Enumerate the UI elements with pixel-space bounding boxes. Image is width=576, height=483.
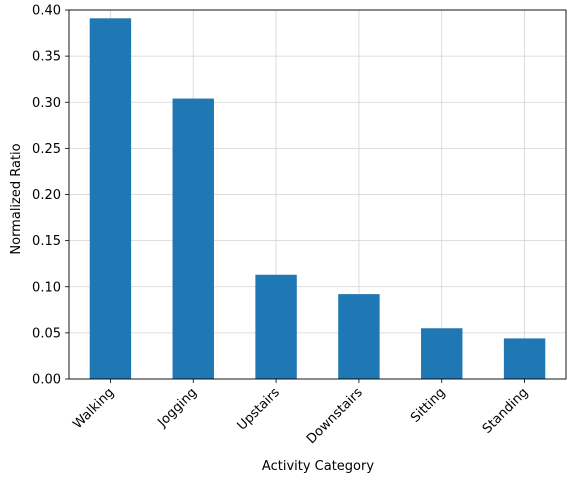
bar-standing	[503, 338, 546, 379]
bar-sitting	[421, 328, 463, 379]
bar-walking	[89, 18, 132, 380]
grid	[69, 9, 566, 380]
y-tick-label: 0.15	[32, 234, 61, 249]
x-tick-label: Downstairs	[304, 385, 366, 447]
y-ticks: 0.00 0.05 0.10 0.15 0.20 0.25 0.30 0.35 0.40	[32, 4, 69, 388]
bar-jogging	[172, 98, 214, 379]
y-tick-label: 0.25	[32, 142, 61, 157]
bar-upstairs	[255, 274, 297, 379]
x-tick-label: Walking	[70, 385, 117, 432]
bars	[89, 18, 546, 380]
y-tick-label: 0.20	[32, 188, 61, 203]
y-tick-label: 0.05	[32, 326, 61, 341]
y-tick-label: 0.35	[32, 50, 61, 65]
x-tick-label: Sitting	[408, 385, 448, 425]
y-tick-label: 0.00	[32, 373, 61, 388]
x-tick-label: Jogging	[155, 385, 201, 431]
x-tick-label: Standing	[480, 385, 532, 437]
x-ticks: Walking Jogging Upstairs Downstairs Sitting S…	[70, 379, 531, 447]
y-tick-label: 0.30	[32, 96, 61, 111]
y-tick-label: 0.10	[32, 280, 61, 295]
bar-downstairs	[338, 294, 380, 379]
y-axis-label: Normalized Ratio	[9, 143, 24, 254]
x-tick-label: Upstairs	[235, 385, 283, 433]
y-tick-label: 0.40	[32, 4, 61, 19]
x-axis-label: Activity Category	[262, 459, 374, 474]
